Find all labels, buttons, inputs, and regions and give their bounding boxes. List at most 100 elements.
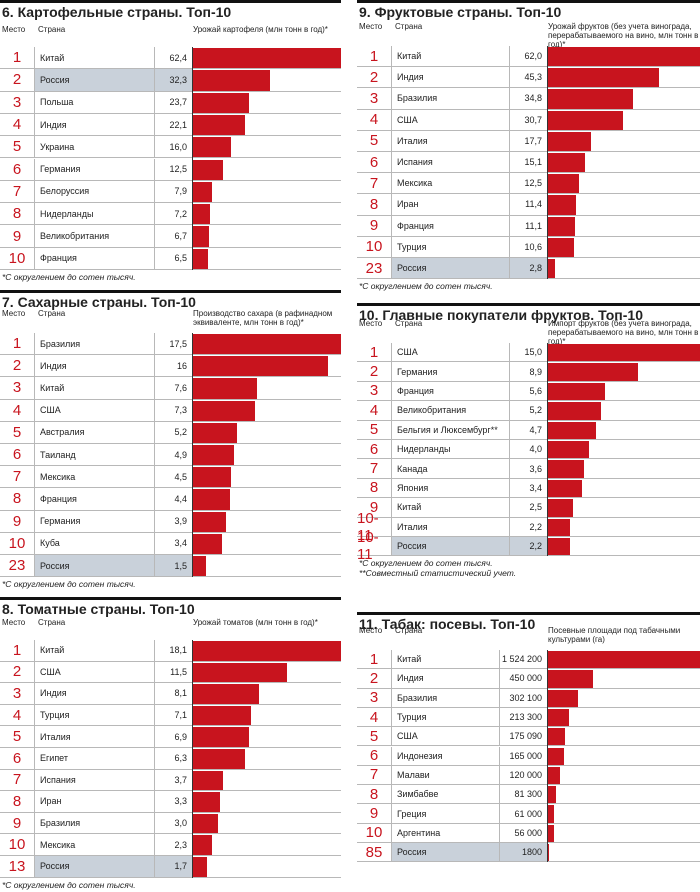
bar-cell — [193, 856, 341, 878]
bar — [548, 195, 576, 215]
bar-cell — [548, 708, 700, 728]
value-label: 62,0 — [510, 46, 548, 68]
bar-cell — [193, 159, 341, 181]
rank: 10 — [0, 532, 35, 555]
section-number: 11. — [359, 616, 382, 632]
bar — [548, 344, 700, 362]
country: Россия — [392, 843, 500, 863]
value-label: 11,5 — [155, 661, 193, 684]
section-title: 8. Томатные страны. Топ-10 — [2, 601, 195, 617]
bar-cell — [193, 47, 341, 70]
section-rule — [0, 597, 341, 600]
value-label: 30,7 — [510, 109, 548, 131]
rank: 1 — [357, 46, 392, 68]
country: США — [35, 661, 155, 684]
bar — [193, 727, 250, 747]
country: Польша — [35, 91, 155, 114]
bar — [193, 662, 288, 683]
bar — [193, 334, 341, 355]
value-label: 6,3 — [155, 748, 193, 770]
bar-cell — [193, 683, 341, 705]
bar — [193, 248, 209, 269]
value-label: 61 000 — [500, 804, 548, 824]
bar-cell — [548, 498, 700, 518]
rank: 2 — [357, 67, 392, 89]
country: Канада — [392, 459, 510, 479]
value-label: 3,9 — [155, 510, 193, 533]
rank: 23 — [0, 555, 35, 578]
bar — [193, 445, 235, 466]
rank: 5 — [0, 136, 35, 159]
value-label: 17,7 — [510, 130, 548, 152]
bar-cell — [193, 203, 341, 226]
rank: 2 — [357, 669, 392, 689]
bar-cell — [193, 181, 341, 204]
rank: 3 — [357, 688, 392, 708]
bar-axis — [547, 650, 548, 863]
value-label: 23,7 — [155, 91, 193, 114]
bar-cell — [548, 537, 700, 557]
section-number: 9. — [359, 4, 375, 20]
value-label: 4,0 — [510, 440, 548, 460]
rank: 6 — [357, 440, 392, 460]
rank: 10 — [0, 247, 35, 270]
bar — [193, 792, 220, 812]
value-label: 450 000 — [500, 669, 548, 689]
bar — [548, 689, 579, 707]
value-label: 11,4 — [510, 194, 548, 216]
rank: 5 — [0, 726, 35, 748]
rank: 6 — [0, 158, 35, 181]
rank: 7 — [357, 765, 392, 786]
value-label: 22,1 — [155, 113, 193, 137]
bar-cell — [548, 173, 700, 195]
bar — [548, 766, 560, 785]
rank: 6 — [0, 444, 35, 467]
country: Россия — [392, 258, 510, 280]
bar — [193, 705, 252, 726]
value-label: 302 100 — [500, 688, 548, 708]
value-label: 4,5 — [155, 466, 193, 489]
value-label: 16 — [155, 355, 193, 378]
bar-cell — [193, 813, 341, 835]
bar — [193, 511, 226, 532]
country: Япония — [392, 478, 510, 499]
bar-cell — [548, 152, 700, 174]
header-rank: Место — [359, 319, 383, 328]
bar-cell — [548, 362, 700, 382]
bar-cell — [548, 440, 700, 460]
rank: 8 — [357, 194, 392, 216]
bar-cell — [193, 225, 341, 248]
country: Бразилия — [392, 688, 500, 708]
rank: 9 — [0, 812, 35, 835]
bar — [193, 137, 231, 158]
value-label: 11,1 — [510, 215, 548, 237]
rank: 7 — [0, 466, 35, 489]
bar-cell — [548, 843, 700, 863]
bar — [548, 382, 605, 401]
country: Украина — [35, 136, 155, 159]
value-label: 62,4 — [155, 47, 193, 70]
value-label: 7,6 — [155, 377, 193, 400]
country: Мексика — [35, 834, 155, 856]
bar-axis — [192, 333, 193, 578]
country: Великобритания — [392, 401, 510, 421]
rank: 13 — [0, 856, 35, 878]
header-country: Страна — [395, 319, 423, 328]
value-label: 175 090 — [500, 727, 548, 747]
value-label: 34,8 — [510, 88, 548, 110]
bar-cell — [548, 747, 700, 766]
rank: 10 — [357, 236, 392, 258]
bar — [193, 204, 211, 225]
rank: 9 — [0, 225, 35, 248]
bar — [548, 174, 579, 194]
country: Иран — [35, 791, 155, 813]
value-label: 8,1 — [155, 683, 193, 705]
bar-cell — [193, 640, 341, 662]
bar-cell — [193, 466, 341, 489]
section-title: 9. Фруктовые страны. Топ-10 — [359, 4, 561, 20]
rank: 6 — [357, 746, 392, 766]
value-label: 1,5 — [155, 555, 193, 578]
bar-cell — [193, 444, 341, 467]
bar-cell — [548, 459, 700, 479]
country: Малави — [392, 765, 500, 786]
